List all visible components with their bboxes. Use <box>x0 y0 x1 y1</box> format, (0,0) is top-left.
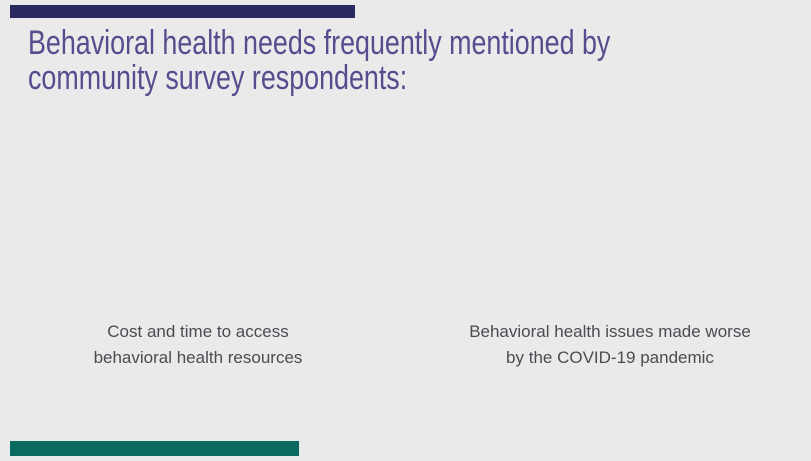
caption-cost-access: Cost and time to access behavioral healt… <box>93 322 303 367</box>
top-accent-bar <box>10 5 355 18</box>
caption-covid-worse: Behavioral health issues made worse by t… <box>469 322 751 367</box>
slide-title: Behavioral health needs frequently menti… <box>28 24 611 97</box>
bottom-accent-bar <box>10 441 299 456</box>
